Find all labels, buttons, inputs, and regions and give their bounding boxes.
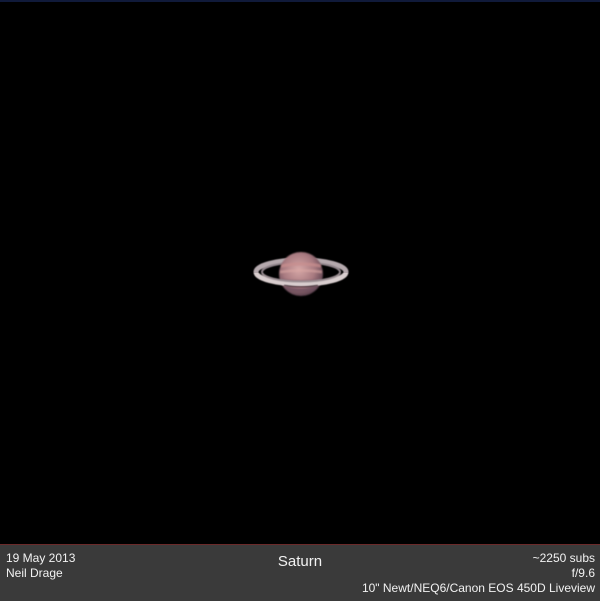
night-sky-background [0,2,600,544]
saturn-graphic [253,252,349,296]
saturn-planet-image [250,242,350,307]
caption-focal-ratio: f/9.6 [571,566,595,580]
caption-date: 19 May 2013 [6,551,76,565]
caption-bar: 19 May 2013 Neil Drage Saturn ~2250 subs… [0,544,600,601]
caption-author: Neil Drage [6,566,63,580]
caption-subs: ~2250 subs [532,551,595,565]
caption-title: Saturn [277,553,323,570]
caption-equipment: 10" Newt/NEQ6/Canon EOS 450D Liveview [361,581,595,595]
top-edge-line [0,0,600,2]
caption-left: 19 May 2013 Neil Drage [6,551,75,581]
caption-right: ~2250 subs f/9.6 10" Newt/NEQ6/Canon EOS… [362,551,595,596]
